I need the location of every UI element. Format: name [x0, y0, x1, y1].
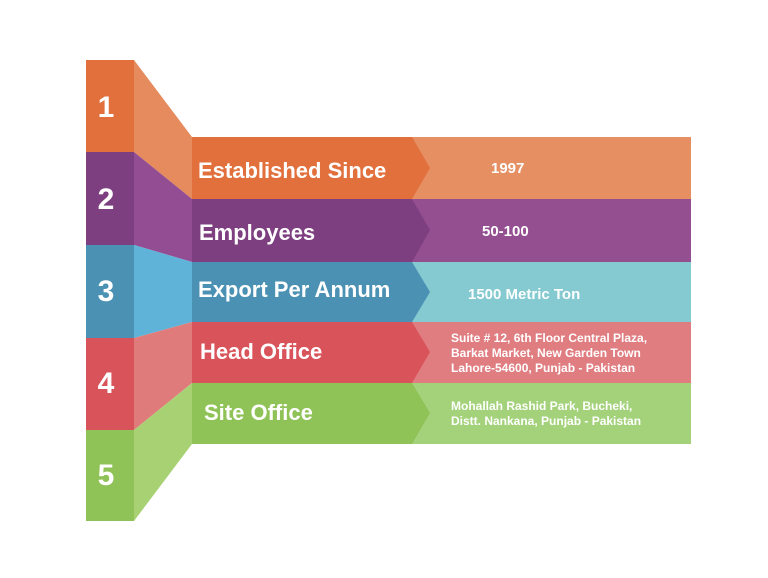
value-band-5 — [400, 383, 691, 444]
value-band-1 — [400, 137, 691, 199]
label-arrow-5 — [192, 383, 430, 444]
value-site-office-line-2: Distt. Nankana, Punjab - Pakistan — [451, 414, 641, 428]
value-export-per-annum: 1500 Metric Ton — [468, 286, 580, 303]
label-site-office: Site Office — [204, 400, 313, 425]
side-panel-4 — [134, 322, 192, 430]
number-block-3 — [86, 245, 134, 338]
step-number-3: 3 — [98, 275, 115, 308]
number-block-1 — [86, 60, 134, 152]
label-established-since: Established Since — [198, 158, 386, 183]
label-arrow-1 — [192, 137, 430, 199]
value-head-office-line-3: Lahore-54600, Punjab - Pakistan — [451, 361, 635, 375]
label-arrow-3 — [192, 262, 430, 322]
label-arrow-4 — [192, 322, 430, 383]
value-established-since: 1997 — [491, 160, 524, 177]
value-band-3 — [400, 262, 691, 322]
number-block-5 — [86, 430, 134, 521]
step-number-2: 2 — [98, 183, 115, 216]
side-panel-3 — [134, 245, 192, 338]
side-panel-1 — [134, 60, 192, 199]
step-number-4: 4 — [98, 367, 115, 400]
number-block-2 — [86, 152, 134, 245]
label-export-per-annum: Export Per Annum — [198, 277, 390, 302]
label-arrow-2 — [192, 199, 430, 262]
value-head-office-line-1: Suite # 12, 6th Floor Central Plaza, — [451, 331, 647, 345]
value-band-2 — [400, 199, 691, 262]
value-head-office-line-2: Barkat Market, New Garden Town — [451, 346, 641, 360]
step-number-1: 1 — [98, 91, 115, 124]
step-number-5: 5 — [98, 459, 115, 492]
number-block-4 — [86, 338, 134, 430]
label-head-office: Head Office — [200, 339, 322, 364]
side-panel-5 — [134, 383, 192, 521]
value-site-office-line-1: Mohallah Rashid Park, Bucheki, — [451, 399, 632, 413]
side-panel-2 — [134, 152, 192, 262]
label-employees: Employees — [199, 220, 315, 245]
value-band-4 — [400, 322, 691, 383]
value-employees: 50-100 — [482, 223, 529, 240]
